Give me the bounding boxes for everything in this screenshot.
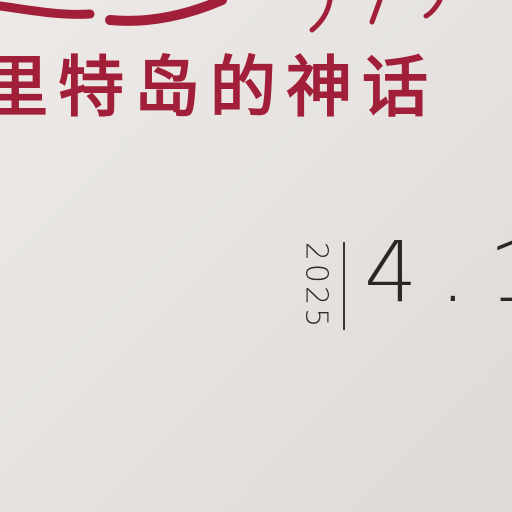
- date-divider: [343, 242, 345, 330]
- title-stroke-right: [309, 0, 333, 33]
- poster-year: 2025: [298, 241, 334, 331]
- poster-date: 4.1: [364, 223, 512, 321]
- title-brush-strokes: [0, 0, 443, 33]
- title-stroke-far-right: [369, 0, 383, 25]
- title-stroke-left: [0, 1, 95, 19]
- title-stroke-middle: [105, 0, 227, 26]
- title-stroke-far-right-2: [423, 0, 443, 19]
- poster-subtitle: 里特岛的神话: [0, 48, 438, 126]
